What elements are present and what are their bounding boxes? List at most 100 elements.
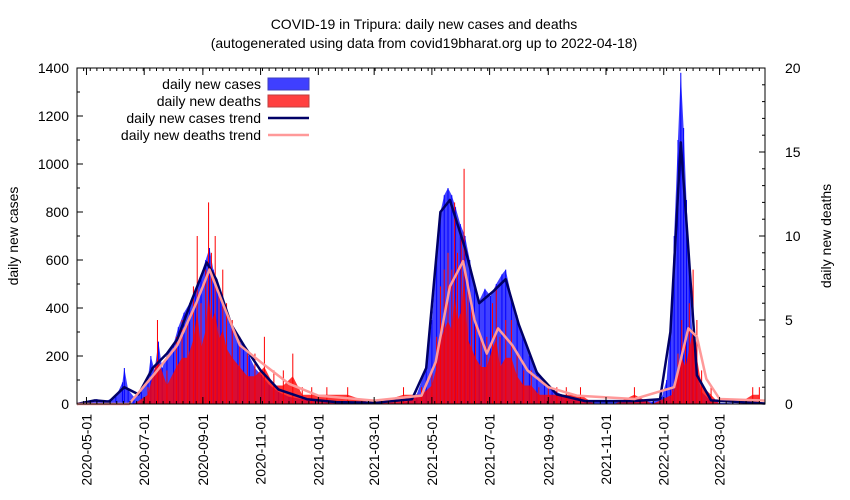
legend-label-2: daily new cases trend xyxy=(126,110,261,126)
cases-bar-80 xyxy=(673,236,675,404)
deaths-bar-63 xyxy=(633,387,635,404)
y-tick-label-5: 1000 xyxy=(38,156,69,172)
deaths-bar-35 xyxy=(439,286,441,404)
cases-bar-81 xyxy=(677,140,679,404)
deaths-bar-52 xyxy=(510,320,512,404)
y-tick-label-6: 1200 xyxy=(38,108,69,124)
deaths-bar-9 xyxy=(196,236,198,404)
y2-tick-label-4: 20 xyxy=(785,60,801,76)
deaths-bar-15 xyxy=(218,286,220,404)
cases-bar-47 xyxy=(436,260,438,404)
deaths-bar-12 xyxy=(208,202,210,404)
y2-tick-label-0: 0 xyxy=(785,396,793,412)
deaths-bar-24 xyxy=(282,370,284,404)
cases-bar-59 xyxy=(490,296,492,404)
deaths-bar-44 xyxy=(471,303,473,404)
x-tick-label-2: 2020-09-01 xyxy=(195,414,211,486)
cases-bar-9 xyxy=(140,392,142,404)
chart-title: COVID-19 in Tripura: daily new cases and… xyxy=(271,16,578,32)
deaths-bar-49 xyxy=(495,286,497,404)
deaths-bar-69 xyxy=(688,303,690,404)
x-tick-label-4: 2021-01-01 xyxy=(310,414,326,486)
deaths-bar-20 xyxy=(246,353,248,404)
y-tick-label-4: 800 xyxy=(46,204,70,220)
x-tick-label-7: 2021-07-01 xyxy=(482,414,498,486)
deaths-bar-26 xyxy=(301,387,303,404)
deaths-bar-23 xyxy=(273,370,275,404)
cases-bar-57 xyxy=(478,300,480,404)
deaths-bar-53 xyxy=(516,353,518,404)
deaths-bar-37 xyxy=(447,252,449,404)
legend-swatch-1 xyxy=(267,94,310,108)
deaths-bar-72 xyxy=(701,370,703,404)
cases-bar-76 xyxy=(651,401,653,404)
cases-bar-79 xyxy=(669,332,671,404)
deaths-bar-5 xyxy=(175,336,177,404)
cases-bar-66 xyxy=(528,356,530,404)
cases-trend-line xyxy=(76,141,766,406)
y-axis-left: 0 200 400 600 800 1000 1200 1400 xyxy=(38,60,83,412)
deaths-bar-55 xyxy=(530,370,532,404)
x-tick-label-1: 2020-07-01 xyxy=(136,414,152,486)
y2-tick-label-1: 5 xyxy=(785,312,793,328)
deaths-bar-29 xyxy=(347,387,349,404)
x-tick-label-0: 2020-05-01 xyxy=(78,414,94,486)
y2-tick-label-3: 15 xyxy=(785,144,801,160)
cases-bar-5 xyxy=(121,382,123,404)
y-tick-label-1: 200 xyxy=(46,348,70,364)
deaths-bar-8 xyxy=(192,286,194,404)
deaths-bar-56 xyxy=(538,387,540,404)
deaths-bar-54 xyxy=(523,370,525,404)
y-tick-label-0: 0 xyxy=(61,396,69,412)
deaths-bar-18 xyxy=(231,320,233,404)
deaths-bar-65 xyxy=(671,387,673,404)
deaths-bar-33 xyxy=(431,370,433,404)
y-tick-label-2: 400 xyxy=(46,300,70,316)
deaths-bar-40 xyxy=(456,252,458,404)
deaths-bar-68 xyxy=(685,336,687,404)
y-axis-label: daily new cases xyxy=(5,187,21,286)
chart-subtitle: (autogenerated using data from covid19bh… xyxy=(211,35,638,51)
deaths-bar-16 xyxy=(222,269,224,404)
y-axis-right: 0 5 10 15 20 xyxy=(759,60,801,412)
deaths-bar-25 xyxy=(292,353,294,404)
cases-bar-67 xyxy=(536,370,538,404)
deaths-bar-67 xyxy=(681,320,683,404)
deaths-bar-73 xyxy=(710,387,712,404)
cases-bar-8 xyxy=(133,396,135,404)
cases-bar-55 xyxy=(469,260,471,404)
x-axis: 2020-05-01 2020-07-01 2020-09-01 2020-11-01… xyxy=(76,68,760,486)
x-tick-label-8: 2021-09-01 xyxy=(540,414,556,486)
deaths-bar-50 xyxy=(499,336,501,404)
deaths-bar-11 xyxy=(205,269,207,404)
deaths-bar-38 xyxy=(451,269,453,404)
deaths-bars xyxy=(104,168,760,404)
cases-bar-46 xyxy=(431,320,433,404)
deaths-bar-41 xyxy=(460,236,462,404)
cases-bar-7 xyxy=(127,389,129,404)
cases-bar-84 xyxy=(685,200,687,404)
deaths-bar-43 xyxy=(467,286,469,404)
y-tick-label-3: 600 xyxy=(46,252,70,268)
deaths-area xyxy=(104,274,760,404)
legend-label-3: daily new deaths trend xyxy=(121,127,261,143)
deaths-bar-10 xyxy=(200,303,202,404)
deaths-bar-48 xyxy=(491,303,493,404)
deaths-bar-22 xyxy=(263,336,265,404)
deaths-bar-36 xyxy=(443,269,445,404)
deaths-bar-7 xyxy=(187,320,189,404)
deaths-bar-2 xyxy=(147,387,149,404)
x-tick-label-11: 2022-03-01 xyxy=(712,414,728,486)
x-tick-label-3: 2020-11-01 xyxy=(253,414,269,485)
x-tick-label-5: 2021-03-01 xyxy=(366,414,382,486)
deaths-bar-31 xyxy=(403,387,405,404)
cases-bar-56 xyxy=(473,284,475,404)
deaths-bar-39 xyxy=(454,202,456,404)
legend-label-0: daily new cases xyxy=(162,76,261,92)
deaths-bar-57 xyxy=(547,387,549,404)
x-tick-label-10: 2022-01-01 xyxy=(656,414,672,486)
deaths-bar-19 xyxy=(239,336,241,404)
x-tick-label-9: 2021-11-01 xyxy=(598,414,614,485)
deaths-bar-45 xyxy=(474,320,476,404)
